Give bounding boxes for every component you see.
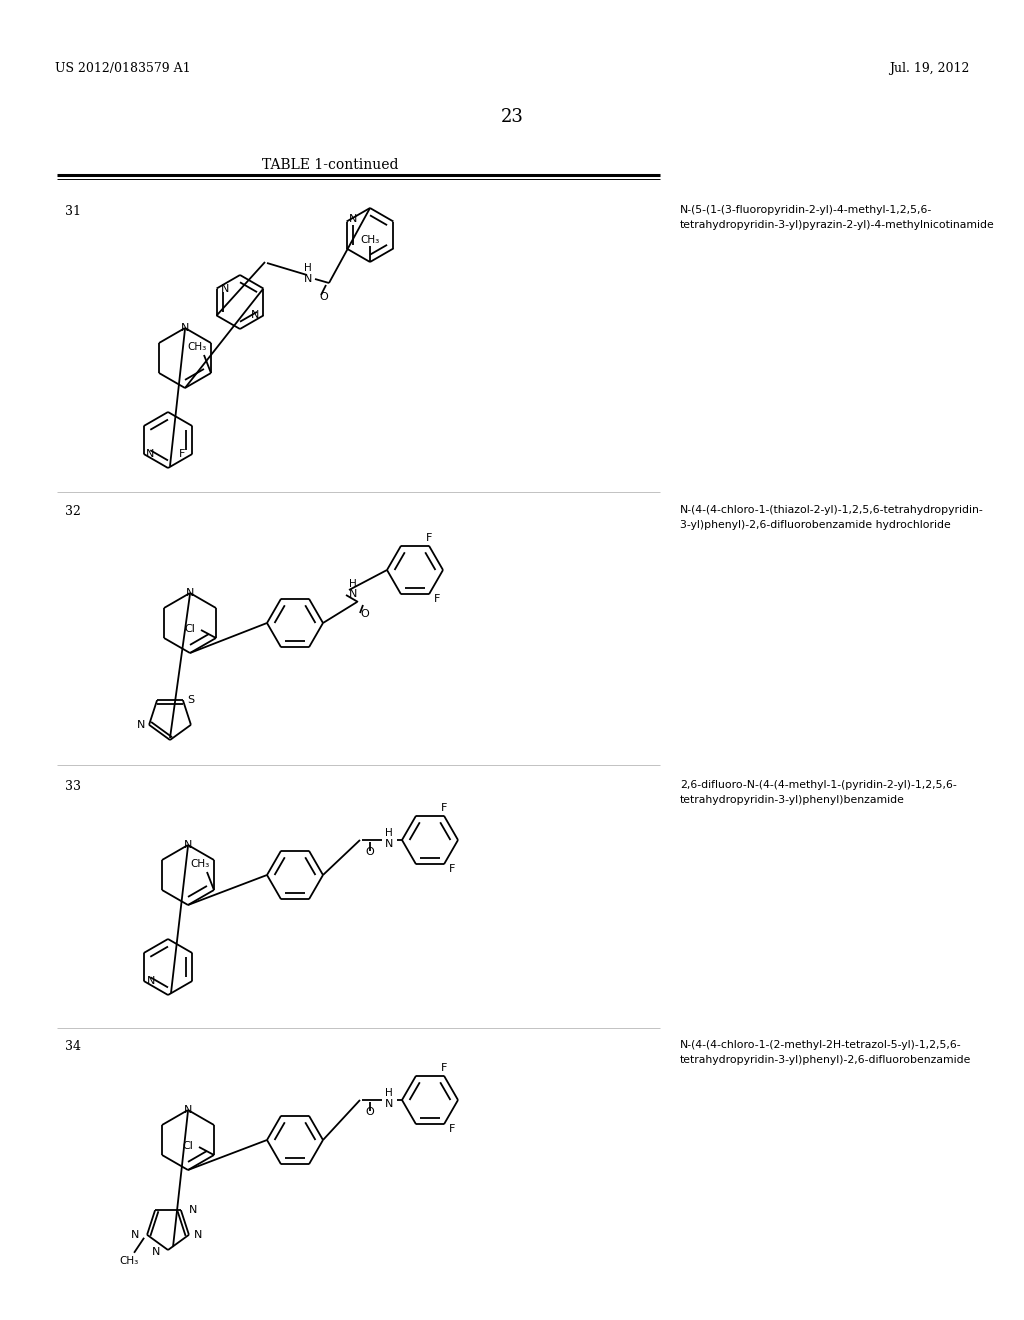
Text: CH₃: CH₃	[190, 859, 210, 869]
Text: 3-yl)phenyl)-2,6-difluorobenzamide hydrochloride: 3-yl)phenyl)-2,6-difluorobenzamide hydro…	[680, 520, 950, 531]
Text: 2,6-difluoro-N-(4-(4-methyl-1-(pyridin-2-yl)-1,2,5,6-: 2,6-difluoro-N-(4-(4-methyl-1-(pyridin-2…	[680, 780, 956, 789]
Text: N: N	[251, 310, 259, 321]
Text: tetrahydropyridin-3-yl)phenyl)benzamide: tetrahydropyridin-3-yl)phenyl)benzamide	[680, 795, 905, 805]
Text: 33: 33	[65, 780, 81, 793]
Text: Cl: Cl	[182, 1140, 194, 1151]
Text: N: N	[194, 1230, 203, 1239]
Text: 23: 23	[501, 108, 523, 125]
Text: 32: 32	[65, 506, 81, 517]
Text: S: S	[187, 696, 195, 705]
Text: N: N	[304, 275, 312, 284]
Text: O: O	[360, 609, 370, 619]
Text: H: H	[385, 828, 393, 838]
Text: H: H	[304, 263, 312, 273]
Text: N: N	[131, 1230, 139, 1239]
Text: CH₃: CH₃	[360, 235, 380, 246]
Text: N: N	[348, 214, 356, 224]
Text: F: F	[434, 594, 440, 605]
Text: CH₃: CH₃	[120, 1255, 138, 1266]
Text: TABLE 1-continued: TABLE 1-continued	[262, 158, 398, 172]
Text: 34: 34	[65, 1040, 81, 1053]
Text: N: N	[385, 1100, 393, 1109]
Text: tetrahydropyridin-3-yl)pyrazin-2-yl)-4-methylnicotinamide: tetrahydropyridin-3-yl)pyrazin-2-yl)-4-m…	[680, 220, 994, 230]
Text: N: N	[137, 719, 145, 730]
Text: N-(4-(4-chloro-1-(thiazol-2-yl)-1,2,5,6-tetrahydropyridin-: N-(4-(4-chloro-1-(thiazol-2-yl)-1,2,5,6-…	[680, 506, 984, 515]
Text: N-(5-(1-(3-fluoropyridin-2-yl)-4-methyl-1,2,5,6-: N-(5-(1-(3-fluoropyridin-2-yl)-4-methyl-…	[680, 205, 932, 215]
Text: H: H	[349, 579, 357, 589]
Text: Jul. 19, 2012: Jul. 19, 2012	[889, 62, 969, 75]
Text: F: F	[179, 449, 185, 459]
Text: N: N	[220, 284, 229, 293]
Text: N: N	[185, 587, 195, 598]
Text: US 2012/0183579 A1: US 2012/0183579 A1	[55, 62, 190, 75]
Text: O: O	[366, 1107, 375, 1117]
Text: N: N	[385, 840, 393, 849]
Text: tetrahydropyridin-3-yl)phenyl)-2,6-difluorobenzamide: tetrahydropyridin-3-yl)phenyl)-2,6-diflu…	[680, 1055, 972, 1065]
Text: F: F	[440, 1063, 447, 1073]
Text: N: N	[349, 589, 357, 599]
Text: F: F	[449, 1125, 456, 1134]
Text: O: O	[319, 292, 329, 302]
Text: N: N	[184, 1105, 193, 1115]
Text: N: N	[189, 1205, 198, 1216]
Text: F: F	[426, 533, 432, 543]
Text: N: N	[145, 449, 154, 459]
Text: CH₃: CH₃	[187, 342, 207, 352]
Text: N: N	[146, 975, 155, 986]
Text: F: F	[440, 803, 447, 813]
Text: N-(4-(4-chloro-1-(2-methyl-2H-tetrazol-5-yl)-1,2,5,6-: N-(4-(4-chloro-1-(2-methyl-2H-tetrazol-5…	[680, 1040, 962, 1049]
Text: N: N	[184, 840, 193, 850]
Text: N: N	[181, 323, 189, 333]
Text: N: N	[152, 1247, 160, 1257]
Text: Cl: Cl	[184, 624, 196, 634]
Text: F: F	[449, 865, 456, 874]
Text: H: H	[385, 1088, 393, 1098]
Text: O: O	[366, 847, 375, 857]
Text: 31: 31	[65, 205, 81, 218]
